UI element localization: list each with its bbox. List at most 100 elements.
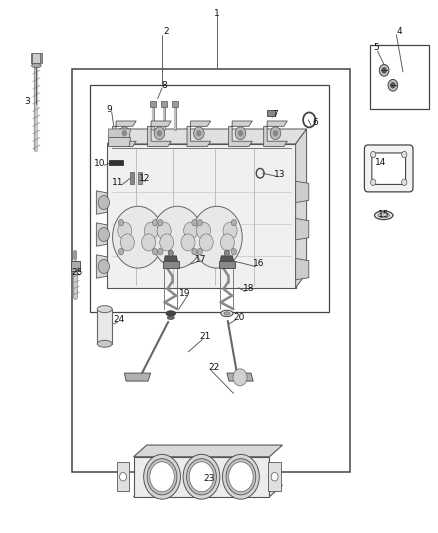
Circle shape xyxy=(157,130,162,136)
Circle shape xyxy=(144,454,180,499)
Circle shape xyxy=(160,234,174,251)
Circle shape xyxy=(371,179,376,185)
Circle shape xyxy=(381,67,387,74)
FancyBboxPatch shape xyxy=(372,153,406,184)
Bar xyxy=(163,261,179,268)
Circle shape xyxy=(181,234,195,251)
Ellipse shape xyxy=(97,306,112,312)
Polygon shape xyxy=(134,445,283,457)
Polygon shape xyxy=(124,373,151,381)
Circle shape xyxy=(192,220,197,226)
Text: 7: 7 xyxy=(272,110,278,119)
Circle shape xyxy=(120,472,127,481)
Circle shape xyxy=(98,228,110,241)
Text: 21: 21 xyxy=(199,333,211,341)
Bar xyxy=(71,261,80,271)
Polygon shape xyxy=(107,129,307,144)
Circle shape xyxy=(118,220,124,226)
Circle shape xyxy=(184,222,198,239)
Ellipse shape xyxy=(166,311,176,316)
Circle shape xyxy=(98,196,110,209)
Bar xyxy=(130,172,134,184)
Bar xyxy=(138,172,142,184)
Circle shape xyxy=(270,127,281,140)
Bar xyxy=(267,110,275,116)
Polygon shape xyxy=(96,255,107,278)
Polygon shape xyxy=(107,144,296,288)
Text: 3: 3 xyxy=(25,97,31,106)
Circle shape xyxy=(220,234,234,251)
Polygon shape xyxy=(296,259,309,280)
Bar xyxy=(150,101,156,107)
Circle shape xyxy=(189,462,214,491)
Text: 15: 15 xyxy=(378,210,389,219)
Circle shape xyxy=(235,127,246,140)
Circle shape xyxy=(141,234,155,251)
Circle shape xyxy=(196,130,201,136)
Bar xyxy=(32,53,40,63)
Text: 8: 8 xyxy=(162,81,168,90)
Circle shape xyxy=(199,234,213,251)
Circle shape xyxy=(120,234,134,251)
Circle shape xyxy=(229,462,253,491)
Polygon shape xyxy=(264,121,287,147)
Circle shape xyxy=(379,64,389,76)
Polygon shape xyxy=(134,457,269,497)
Text: 18: 18 xyxy=(243,285,254,293)
Circle shape xyxy=(113,206,163,268)
Ellipse shape xyxy=(224,312,230,315)
Circle shape xyxy=(118,222,132,239)
Polygon shape xyxy=(227,373,253,381)
Circle shape xyxy=(231,248,237,255)
Circle shape xyxy=(157,222,171,239)
Circle shape xyxy=(402,151,407,158)
Text: 17: 17 xyxy=(195,255,206,264)
Circle shape xyxy=(231,220,237,226)
Ellipse shape xyxy=(167,316,174,320)
Text: 14: 14 xyxy=(374,158,386,167)
Polygon shape xyxy=(229,121,252,147)
Text: 1: 1 xyxy=(214,9,220,18)
Polygon shape xyxy=(187,121,211,147)
Circle shape xyxy=(402,179,407,185)
Circle shape xyxy=(152,206,203,268)
Circle shape xyxy=(154,127,165,140)
Polygon shape xyxy=(109,138,131,147)
Ellipse shape xyxy=(374,211,393,220)
Bar xyxy=(172,101,178,107)
Circle shape xyxy=(223,222,237,239)
Bar xyxy=(72,69,350,472)
Circle shape xyxy=(223,454,259,499)
Polygon shape xyxy=(164,256,177,261)
Polygon shape xyxy=(113,121,136,147)
Text: 12: 12 xyxy=(139,174,150,183)
Circle shape xyxy=(183,454,220,499)
Bar xyxy=(268,462,281,491)
Ellipse shape xyxy=(32,63,41,68)
Text: 4: 4 xyxy=(397,28,402,36)
Polygon shape xyxy=(296,129,307,288)
Bar xyxy=(219,261,235,268)
Circle shape xyxy=(390,82,396,88)
Circle shape xyxy=(238,130,243,136)
Circle shape xyxy=(194,127,204,140)
Polygon shape xyxy=(134,485,283,497)
Ellipse shape xyxy=(378,213,389,217)
Circle shape xyxy=(122,130,127,136)
Circle shape xyxy=(233,369,247,386)
Circle shape xyxy=(158,220,163,226)
Bar xyxy=(161,101,167,107)
Circle shape xyxy=(150,462,174,491)
Circle shape xyxy=(191,206,242,268)
Circle shape xyxy=(98,260,110,273)
Text: 16: 16 xyxy=(253,260,264,268)
Circle shape xyxy=(192,248,197,255)
Bar xyxy=(31,53,42,63)
Ellipse shape xyxy=(221,310,233,317)
Circle shape xyxy=(273,130,278,136)
Text: 11: 11 xyxy=(112,178,123,187)
Polygon shape xyxy=(220,256,233,261)
Circle shape xyxy=(152,248,158,255)
Circle shape xyxy=(118,248,124,255)
Polygon shape xyxy=(296,219,309,240)
